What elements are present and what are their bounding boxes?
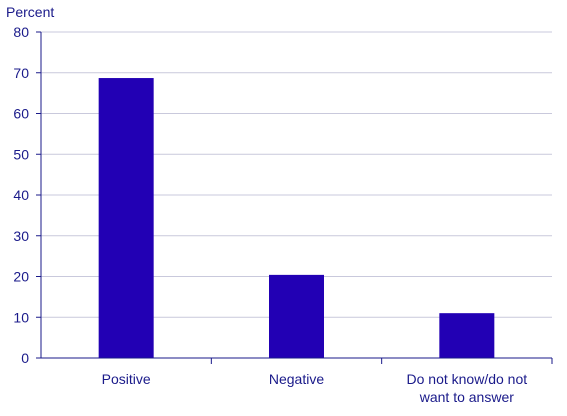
y-tick-label: 0	[21, 350, 29, 366]
y-tick-label: 80	[13, 24, 29, 40]
y-tick-label: 20	[13, 269, 29, 285]
y-tick-label: 10	[13, 309, 29, 325]
y-tick-label: 60	[13, 106, 29, 122]
y-tick-label: 30	[13, 228, 29, 244]
x-tick-label: Do not know/do not want to answer	[407, 371, 528, 405]
x-tick-labels: Positive Negative Do not know/do not want t…	[102, 358, 553, 405]
x-tick-label: Positive	[102, 371, 151, 387]
bar-do-not-know-do-not-want-to-answer	[439, 313, 495, 358]
y-tick-labels: 0 10 20 30 40 50 60 70 80	[13, 24, 41, 366]
y-tick-label: 70	[13, 65, 29, 81]
y-axis-title: Percent	[6, 4, 54, 20]
y-tick-label: 50	[13, 146, 29, 162]
y-tick-label: 40	[13, 187, 29, 203]
bar-negative	[269, 274, 324, 358]
bar-positive	[98, 78, 154, 359]
x-tick-label: Negative	[269, 371, 324, 387]
bars	[98, 78, 495, 359]
